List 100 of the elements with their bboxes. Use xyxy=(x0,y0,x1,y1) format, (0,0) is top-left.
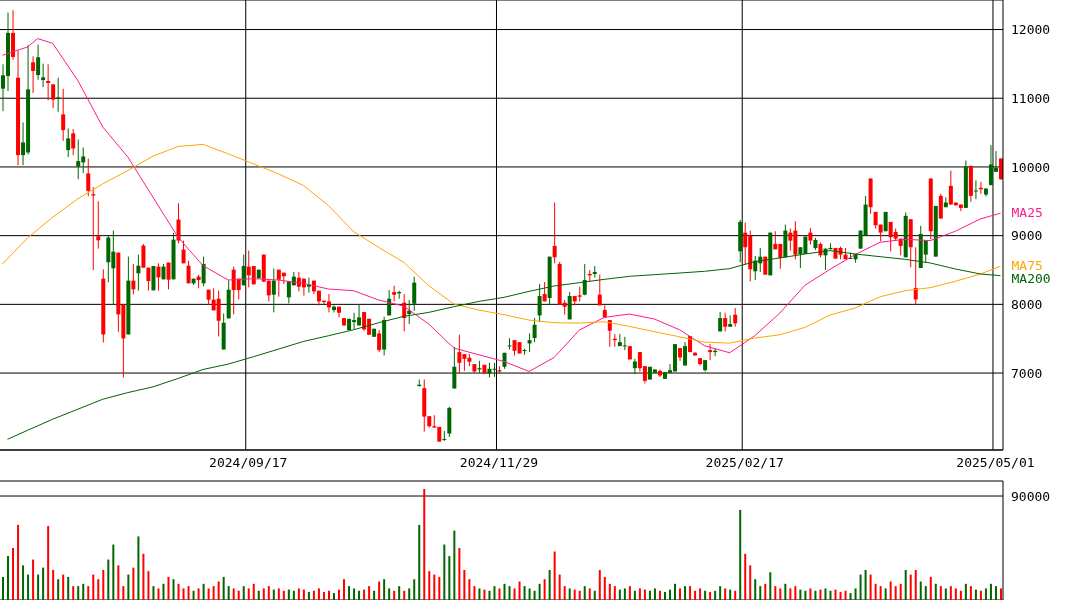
bar xyxy=(488,590,491,600)
bar xyxy=(187,586,190,600)
bar xyxy=(929,576,932,600)
bar xyxy=(694,590,697,600)
bar xyxy=(724,588,727,600)
bar xyxy=(453,530,456,600)
bar xyxy=(353,588,356,600)
bar xyxy=(192,590,195,600)
bar xyxy=(493,586,496,600)
bar xyxy=(543,579,546,600)
candlestick xyxy=(377,329,382,353)
line-series xyxy=(2,38,1001,372)
candlestick xyxy=(362,311,367,332)
bar xyxy=(157,588,160,600)
candlestick xyxy=(51,83,56,109)
bar xyxy=(448,556,451,600)
bar xyxy=(162,583,165,600)
bar xyxy=(663,591,666,600)
bar xyxy=(623,588,626,600)
bar xyxy=(699,588,702,600)
x-tick-label: 2024/09/17 xyxy=(209,455,288,471)
bar xyxy=(343,579,346,600)
bar xyxy=(142,553,145,600)
bar xyxy=(714,590,717,600)
bar xyxy=(979,590,982,600)
bar xyxy=(257,590,260,600)
bar xyxy=(869,574,872,600)
bar xyxy=(473,586,476,600)
candlestick xyxy=(507,337,512,350)
bar xyxy=(769,572,772,600)
bar xyxy=(874,583,877,600)
candlestick xyxy=(788,228,793,252)
bar xyxy=(242,586,245,600)
candlestick xyxy=(582,263,587,296)
bar xyxy=(443,544,446,600)
x-tick-label: 2025/05/01 xyxy=(956,455,1035,471)
bar xyxy=(513,588,516,600)
candlestick xyxy=(743,222,748,266)
bar xyxy=(127,574,130,600)
candlestick xyxy=(723,312,728,332)
bar xyxy=(744,553,747,600)
bar xyxy=(799,589,802,600)
candlestick xyxy=(31,55,36,94)
bar xyxy=(212,586,215,600)
bar xyxy=(32,559,35,600)
bar xyxy=(669,589,671,600)
bar xyxy=(684,586,687,600)
bar xyxy=(322,591,325,600)
candlestick xyxy=(76,138,81,180)
candlestick xyxy=(96,200,101,250)
candlestick xyxy=(91,186,96,271)
bar xyxy=(368,586,371,600)
bar xyxy=(849,593,852,600)
bar xyxy=(463,569,466,600)
bar xyxy=(719,586,722,600)
bar xyxy=(197,588,200,600)
bar xyxy=(989,583,992,600)
bar xyxy=(232,588,235,600)
bar xyxy=(393,590,396,600)
bar xyxy=(137,536,140,600)
bar xyxy=(739,509,742,600)
bar xyxy=(468,579,471,600)
candlestick xyxy=(457,334,462,374)
bar xyxy=(974,589,977,600)
bar xyxy=(383,579,386,600)
bar xyxy=(348,586,351,600)
bar xyxy=(317,588,320,600)
bar xyxy=(959,590,962,600)
line-series xyxy=(2,143,1001,344)
bar xyxy=(548,569,551,600)
y-tick-label: 8000 xyxy=(1011,296,1043,312)
bar xyxy=(774,586,777,600)
bar xyxy=(939,586,942,600)
bar xyxy=(117,565,120,600)
series-label: MA75 xyxy=(1011,257,1043,273)
x-tick-label: 2025/02/17 xyxy=(705,455,784,471)
bar xyxy=(518,581,521,600)
bar xyxy=(749,565,752,600)
bar xyxy=(408,588,411,600)
bar xyxy=(759,586,762,600)
bar xyxy=(674,583,677,600)
bar xyxy=(508,586,511,600)
bar xyxy=(237,590,240,600)
bar xyxy=(613,586,616,600)
bar xyxy=(272,589,275,600)
candlestick xyxy=(331,304,336,313)
bar xyxy=(17,524,20,600)
bar xyxy=(533,590,536,600)
bar xyxy=(598,569,601,600)
bar xyxy=(398,586,401,600)
bar xyxy=(764,583,767,600)
bar xyxy=(112,544,115,600)
bar xyxy=(528,588,531,600)
bar xyxy=(428,571,431,600)
candlestick xyxy=(412,276,417,312)
candlestick xyxy=(201,256,206,287)
bar xyxy=(132,567,135,600)
bar xyxy=(779,588,782,600)
bar xyxy=(433,574,436,600)
candlestick xyxy=(733,307,738,328)
